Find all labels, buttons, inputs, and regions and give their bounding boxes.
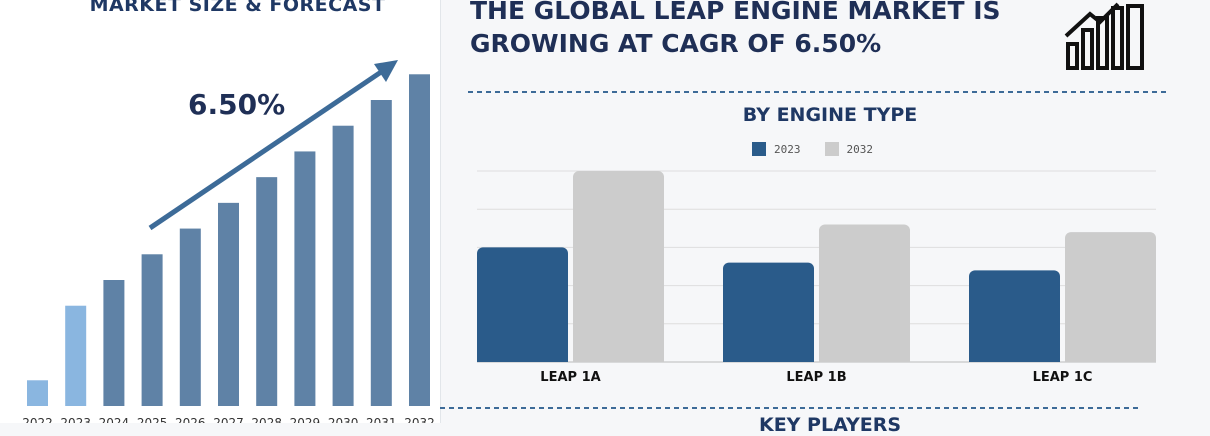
legend-item-2023: 2023: [752, 142, 801, 156]
market-size-bars: [27, 74, 430, 407]
year-label-2032: 2032: [404, 416, 435, 423]
market-bar-2029: [294, 151, 316, 406]
legend-swatch-2032: [824, 142, 839, 156]
market-bar-2022: [27, 380, 48, 406]
bar-base-leap-1a-2032: [573, 354, 664, 362]
market-bar-2027: [218, 202, 239, 406]
legend-label-2023: 2023: [774, 142, 801, 156]
year-label-2031: 2031: [366, 416, 397, 423]
bar-base-leap-1c-2032: [1065, 354, 1156, 362]
market-bar-2030: [332, 125, 354, 406]
key-players-heading: KEY PLAYERS: [758, 414, 902, 436]
engine-type-bars: [477, 171, 1156, 362]
bar-base-leap-1b-2023: [723, 354, 814, 362]
year-label-2029: 2029: [290, 416, 321, 423]
market-bar-2031: [370, 100, 392, 406]
market-bar-2028: [256, 177, 278, 406]
category-label-leap-1b: LEAP 1B: [786, 370, 846, 385]
bar-base-leap-1c-2023: [969, 354, 1060, 362]
bar-base-leap-1a-2023: [477, 354, 568, 362]
market-bar-2024: [103, 280, 125, 406]
headline-line-1: THE GLOBAL LEAP ENGINE MARKET IS: [470, 0, 1001, 25]
bar-base-leap-1b-2032: [819, 354, 910, 362]
growth-arrow-line: [148, 67, 386, 231]
charts-canvas: 2022 2023 2024 2025 2026 2027 2028 2029 2030 2031…: [22, 2, 1168, 423]
bar-leap-1b-2023: [723, 262, 814, 362]
growth-chart-icon: [1064, 2, 1144, 70]
cagr-label: 6.50%: [188, 88, 286, 121]
engine-chart-legend: 2023 2032: [752, 142, 897, 156]
legend-swatch-2023: [752, 142, 766, 156]
bar-leap-1c-2023: [969, 270, 1060, 362]
market-size-year-labels: 2022 2023 2024 2025 2026 2027 2028 2029 2030 2031…: [22, 416, 435, 423]
bar-leap-1a-2023: [477, 247, 568, 362]
market-bar-2025: [141, 254, 163, 406]
year-label-2026: 2026: [175, 416, 206, 423]
market-size-title: MARKET SIZE & FORECAST: [89, 0, 386, 16]
bar-leap-1a-2032: [573, 171, 664, 362]
bar-leap-1c-2032: [1065, 232, 1156, 362]
headline-line-2: GROWING AT CAGR OF 6.50%: [470, 29, 882, 58]
year-label-2023: 2023: [60, 416, 91, 423]
year-label-2022: 2022: [22, 416, 53, 423]
bar-leap-1b-2032: [819, 224, 910, 362]
category-label-leap-1c: LEAP 1C: [1033, 370, 1093, 385]
growth-arrow-head: [374, 60, 398, 82]
engine-type-title: BY ENGINE TYPE: [742, 104, 918, 126]
headline: THE GLOBAL LEAP ENGINE MARKET IS GROWING…: [470, 0, 1030, 60]
market-bar-2023: [65, 305, 87, 406]
growth-arrow: [148, 60, 398, 231]
year-label-2024: 2024: [99, 416, 130, 423]
year-label-2027: 2027: [213, 416, 244, 423]
legend-item-2032: 2032: [824, 142, 874, 156]
year-label-2028: 2028: [251, 416, 282, 423]
market-bar-2026: [179, 228, 201, 406]
engine-type-labels: LEAP 1A LEAP 1B LEAP 1C: [540, 370, 1092, 385]
year-label-2025: 2025: [137, 416, 168, 423]
year-label-2030: 2030: [328, 416, 359, 423]
market-bar-2032: [409, 74, 430, 407]
legend-label-2032: 2032: [846, 142, 874, 156]
category-label-leap-1a: LEAP 1A: [540, 370, 600, 385]
